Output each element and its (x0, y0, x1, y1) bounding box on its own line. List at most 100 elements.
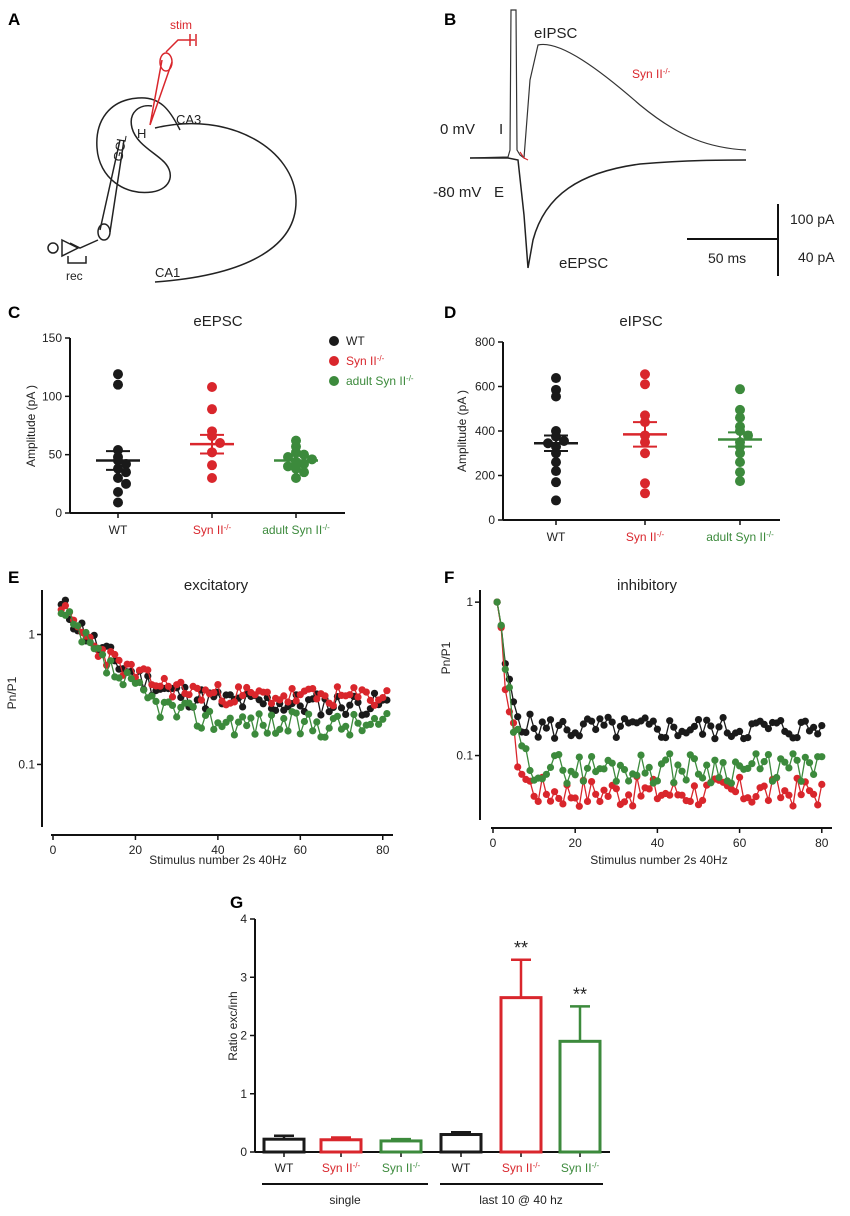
data-point (818, 780, 826, 789)
data-point (267, 699, 276, 708)
bar (439, 1133, 483, 1154)
data-point (366, 696, 374, 705)
data-point (542, 790, 551, 799)
data-point (366, 720, 374, 729)
e-marker: E (494, 184, 504, 201)
category-label: Syn II-/- (382, 1161, 421, 1176)
ca-arc-shape (154, 123, 297, 283)
chart-d-ylabel: Amplitude (pA ) (455, 390, 469, 472)
bar (319, 1138, 363, 1154)
data-point (600, 765, 608, 773)
data-point (61, 596, 69, 604)
data-point (526, 766, 534, 775)
data-point (300, 717, 308, 726)
chart-f-xlabel: Stimulus number 2s 40Hz (590, 853, 727, 867)
stim-label: stim (170, 18, 192, 32)
data-point (370, 689, 379, 697)
data-point (736, 727, 744, 736)
data-point (764, 796, 773, 805)
chart-f-ylabel: Pn/P1 (439, 641, 453, 674)
data-point (370, 714, 379, 723)
y-tick-label: 50 (49, 448, 63, 462)
data-point (551, 373, 561, 384)
data-point (283, 461, 293, 472)
data-point (534, 797, 542, 806)
data-point (296, 730, 304, 738)
data-point (538, 718, 546, 726)
data-point (588, 778, 596, 786)
x-tick-label: 0 (490, 836, 497, 850)
data-point (542, 770, 551, 778)
data-point (251, 730, 259, 738)
y-tick-label: 1 (28, 627, 35, 641)
eepsc-trace (470, 157, 747, 269)
legend-marker (329, 356, 339, 366)
data-point (243, 683, 251, 692)
data-point (670, 723, 678, 731)
data-point (197, 696, 205, 704)
data-point (113, 487, 123, 497)
data-point (156, 713, 164, 722)
data-point (735, 467, 745, 478)
data-point (571, 771, 579, 779)
data-point (210, 689, 218, 697)
chart-c-title: eEPSC (193, 313, 242, 330)
data-point (563, 726, 571, 734)
data-point (284, 698, 292, 706)
panel-label-a: A (8, 10, 20, 29)
data-point (559, 766, 567, 774)
data-point (678, 791, 686, 799)
data-point (239, 713, 247, 721)
panel-label-g: G (230, 893, 243, 912)
data-point (666, 791, 674, 799)
category-label: Syn II-/- (193, 523, 232, 538)
bar (558, 1039, 602, 1154)
data-point (497, 621, 505, 629)
rec-label: rec (66, 269, 83, 283)
series-line (60, 604, 388, 707)
data-point (579, 720, 588, 728)
panel-label-e: E (8, 568, 19, 587)
panel-d: D eIPSC Amplitude (pA ) 0 200 400 600 800 WT… (444, 303, 780, 544)
data-point (551, 734, 559, 742)
data-point (645, 763, 653, 772)
category-label: WT (452, 1161, 471, 1175)
y-tick-label: 0 (488, 513, 495, 527)
panel-g: G Ratio exc/inh 0 1 2 3 4 ** ** WT Syn II-/- Sy… (226, 893, 610, 1207)
data-point (764, 751, 773, 759)
data-point (735, 457, 745, 468)
data-point (637, 751, 645, 759)
data-point (207, 473, 217, 483)
data-point (592, 725, 600, 734)
data-point (121, 478, 131, 489)
chart-e-marks (57, 596, 391, 741)
x-tick-label: 20 (569, 836, 583, 850)
data-point (514, 713, 522, 721)
data-point (207, 382, 217, 392)
data-point (177, 678, 185, 686)
hilus-label: H (137, 126, 146, 141)
syn-label: Syn II-/- (632, 67, 671, 82)
scale-bar (687, 204, 779, 276)
data-point (616, 722, 625, 730)
data-point (284, 727, 292, 735)
data-point (383, 687, 391, 695)
panel-c: C eEPSC Amplitude (pA ) 0 50 100 150 WT Syn … (8, 303, 345, 537)
y-tick-label: 0.1 (456, 749, 473, 763)
data-point (263, 729, 271, 737)
data-point (313, 718, 321, 726)
data-point (333, 683, 341, 691)
data-point (777, 717, 785, 725)
data-point (674, 761, 682, 769)
data-point (744, 764, 752, 773)
data-point (509, 698, 518, 706)
data-point (346, 731, 354, 739)
category-label: Syn II-/- (561, 1161, 600, 1176)
data-point (156, 682, 164, 690)
chart-e-title: excitatory (184, 577, 249, 594)
chart-g-marks: ** ** (262, 938, 602, 1154)
data-point (686, 797, 694, 806)
data-point (810, 790, 818, 798)
data-point (715, 773, 723, 782)
data-point (113, 379, 123, 390)
